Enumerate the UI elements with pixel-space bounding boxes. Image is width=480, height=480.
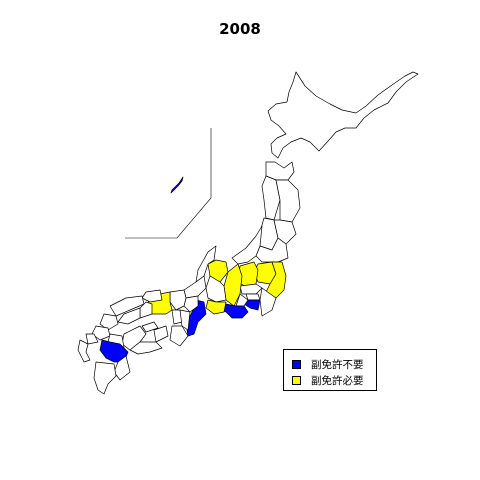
prefecture-nara xyxy=(179,309,191,331)
prefecture-kagoshima xyxy=(93,361,117,395)
prefecture-kochi xyxy=(129,341,163,355)
prefecture-niigata xyxy=(231,225,263,265)
prefecture-mie xyxy=(185,299,207,337)
prefecture-gifu xyxy=(205,275,227,303)
prefecture-nagasaki xyxy=(77,339,91,363)
prefecture-kyoto xyxy=(169,289,187,311)
prefecture-kagawa xyxy=(141,321,159,333)
legend-item-required: 副免許必要 xyxy=(292,373,364,387)
prefecture-chiba xyxy=(259,287,277,317)
prefecture-hiroshima xyxy=(117,307,141,325)
prefecture-aichi xyxy=(205,299,227,315)
legend-item-not-required: 副免許不要 xyxy=(292,357,364,371)
legend: 副免許不要 副免許必要 xyxy=(283,349,377,391)
prefecture-okinawa xyxy=(170,176,184,194)
prefecture-fukui xyxy=(183,275,207,299)
prefecture-tokushima xyxy=(153,325,169,343)
map-title: 2008 xyxy=(219,20,261,38)
legend-swatch-yellow xyxy=(292,375,301,385)
prefecture-tokyo xyxy=(245,293,261,301)
inset-boundary xyxy=(125,128,212,239)
legend-label: 副免許必要 xyxy=(311,374,364,387)
prefecture-saga xyxy=(85,333,99,345)
prefecture-tottori xyxy=(141,289,163,303)
legend-swatch-blue xyxy=(292,359,301,369)
prefecture-yamaguchi xyxy=(99,313,119,331)
prefecture-shizuoka xyxy=(221,303,249,319)
prefecture-wakayama xyxy=(169,325,189,347)
legend-label: 副免許不要 xyxy=(311,358,364,371)
prefecture-aomori xyxy=(265,161,295,181)
prefecture-saitama xyxy=(239,283,263,295)
prefecture-fukuoka xyxy=(91,325,111,341)
prefecture-okayama xyxy=(139,301,153,319)
prefecture-ishikawa xyxy=(195,245,217,283)
prefecture-hokkaido xyxy=(267,71,419,159)
prefecture-fukushima xyxy=(255,237,289,263)
prefecture-iwate xyxy=(275,179,301,223)
